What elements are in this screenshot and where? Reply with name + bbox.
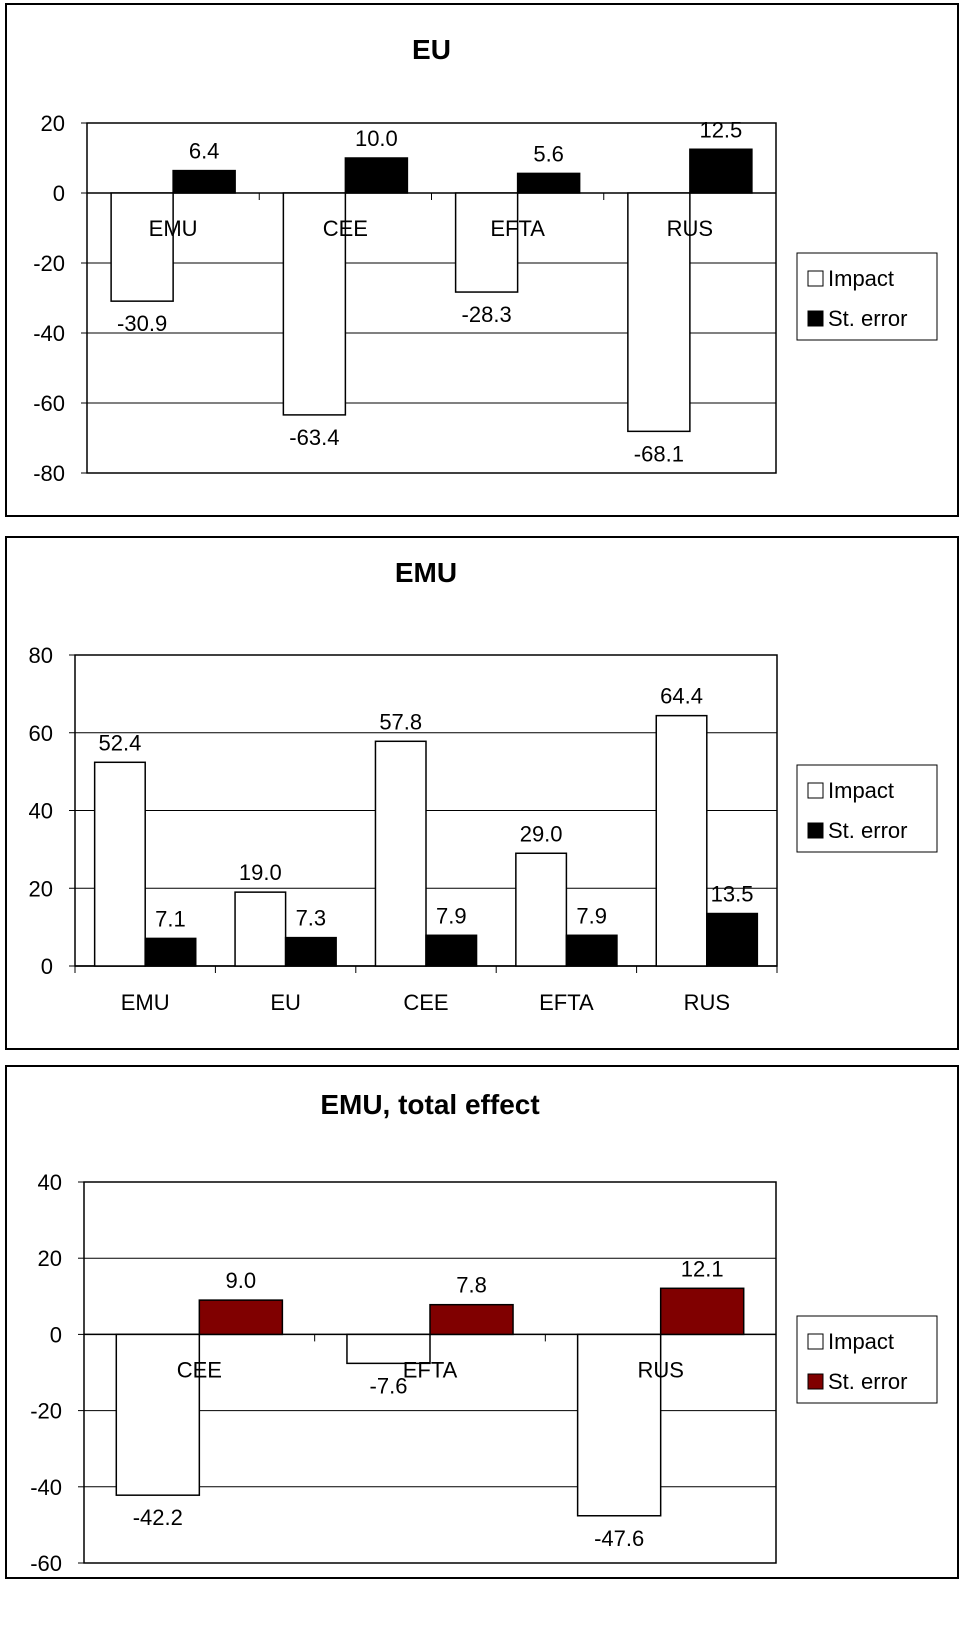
chart2-category-label: EMU xyxy=(121,990,170,1015)
chart1-category-label: CEE xyxy=(323,216,368,241)
chart3-y-tick-label: -60 xyxy=(30,1551,62,1576)
chart1-data-label: -63.4 xyxy=(289,425,339,450)
chart1-bar-st-error xyxy=(172,169,236,194)
chart1-y-tick-label: -60 xyxy=(33,391,65,416)
chart3-bar-st-error xyxy=(429,1303,514,1336)
chart1-y-tick-label: -40 xyxy=(33,321,65,346)
chart2-data-label: 7.9 xyxy=(576,903,607,928)
chart3-bar-st-error xyxy=(198,1299,284,1336)
chart1-bar-impact xyxy=(627,192,691,433)
chart2-category-label: EU xyxy=(270,990,301,1015)
chart3-data-label: -42.2 xyxy=(133,1505,183,1530)
chart1-y-tick-label: -80 xyxy=(33,461,65,486)
chart1-legend-swatch xyxy=(807,310,824,327)
chart2-data-label: 64.4 xyxy=(660,684,703,709)
chart1-legend-label: Impact xyxy=(828,266,894,291)
chart1-legend-label: St. error xyxy=(828,306,907,331)
chart3-category-label: EFTA xyxy=(403,1357,458,1382)
chart2-bar-impact xyxy=(515,852,568,967)
chart1-data-label: 12.5 xyxy=(699,117,742,142)
chart2-bar-st-error xyxy=(706,912,759,967)
chart2-bar-impact xyxy=(655,714,708,967)
chart2-data-label: 19.0 xyxy=(239,860,282,885)
chart1-y-tick-label: 20 xyxy=(41,111,65,136)
chart1-data-label: -30.9 xyxy=(117,311,167,336)
chart2-bar-st-error xyxy=(284,936,337,967)
chart3-y-tick-label: -40 xyxy=(30,1475,62,1500)
chart1-bar-st-error xyxy=(689,148,753,194)
chart2-data-label: 7.1 xyxy=(155,906,186,931)
chart2-category-label: RUS xyxy=(684,990,730,1015)
chart1-data-label: 5.6 xyxy=(533,141,564,166)
chart2-data-label: 29.0 xyxy=(520,821,563,846)
chart3-data-label: 9.0 xyxy=(226,1268,257,1293)
chart1-title: EU xyxy=(412,34,451,65)
chart1-category-label: EFTA xyxy=(490,216,545,241)
chart2-y-tick-label: 40 xyxy=(29,799,53,824)
chart2-bar-st-error xyxy=(565,934,618,967)
chart3-legend-swatch xyxy=(807,1373,824,1390)
chart2-title: EMU xyxy=(395,557,457,588)
chart3-y-tick-label: 40 xyxy=(38,1170,62,1195)
chart3-data-label: -7.6 xyxy=(370,1373,408,1398)
chart3-data-label: 7.8 xyxy=(456,1273,487,1298)
chart2-y-tick-label: 60 xyxy=(29,721,53,746)
chart2-bar-st-error xyxy=(425,934,478,967)
chart3-legend-label: Impact xyxy=(828,1329,894,1354)
chart3-y-tick-label: 0 xyxy=(50,1322,62,1347)
chart3-category-label: RUS xyxy=(637,1357,683,1382)
chart3-legend-swatch xyxy=(807,1333,824,1350)
chart3-y-tick-label: 20 xyxy=(38,1246,62,1271)
chart2-legend-swatch xyxy=(807,822,824,839)
chart2-data-label: 7.9 xyxy=(436,903,467,928)
chart1-category-label: EMU xyxy=(149,216,198,241)
chart3-title: EMU, total effect xyxy=(320,1089,539,1120)
chart1-bar-impact xyxy=(282,192,347,416)
chart1-data-label: 6.4 xyxy=(189,139,220,164)
chart2-category-label: CEE xyxy=(403,990,448,1015)
chart3-y-tick-label: -20 xyxy=(30,1399,62,1424)
chart1-category-label: RUS xyxy=(667,216,713,241)
chart3-legend-label: St. error xyxy=(828,1369,907,1394)
chart1-bar-st-error xyxy=(516,172,581,194)
chart2-bar-impact xyxy=(93,761,146,967)
chart2-y-tick-label: 0 xyxy=(41,954,53,979)
chart1-y-tick-label: -20 xyxy=(33,251,65,276)
chart1-data-label: -28.3 xyxy=(462,302,512,327)
chart3-category-label: CEE xyxy=(177,1357,222,1382)
chart3-data-label: 12.1 xyxy=(681,1256,724,1281)
chart3-data-label: -47.6 xyxy=(594,1526,644,1551)
chart1-bar-st-error xyxy=(344,157,409,194)
chart3-bar-impact xyxy=(115,1333,201,1496)
chart1-data-label: 10.0 xyxy=(355,126,398,151)
chart2-legend-label: St. error xyxy=(828,818,907,843)
chart1-bar-impact xyxy=(110,192,174,302)
chart3-bar-impact xyxy=(576,1333,662,1517)
chart2-category-label: EFTA xyxy=(539,990,594,1015)
chart3-bar-st-error xyxy=(659,1287,745,1336)
chart2-legend-swatch xyxy=(807,782,824,799)
chart1-data-label: -68.1 xyxy=(634,441,684,466)
chart3-bar-impact xyxy=(346,1333,431,1365)
chart2-legend-label: Impact xyxy=(828,778,894,803)
chart2-y-tick-label: 20 xyxy=(29,876,53,901)
chart2-data-label: 7.3 xyxy=(296,906,327,931)
chart1-legend-swatch xyxy=(807,270,824,287)
chart2-data-label: 52.4 xyxy=(99,730,142,755)
chart2-data-label: 13.5 xyxy=(711,882,754,907)
chart2-y-tick-label: 80 xyxy=(29,643,53,668)
chart2-bar-st-error xyxy=(144,937,197,967)
chart2-data-label: 57.8 xyxy=(379,709,422,734)
chart2-bar-impact xyxy=(234,891,287,967)
chart1-y-tick-label: 0 xyxy=(53,181,65,206)
chart2-bar-impact xyxy=(374,740,427,967)
chart1-bar-impact xyxy=(454,192,519,293)
